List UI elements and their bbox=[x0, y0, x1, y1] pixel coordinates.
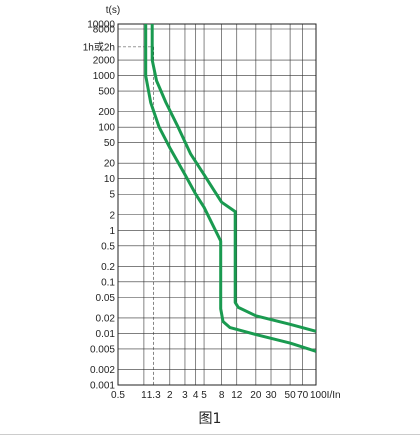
x-tick-label: 4 bbox=[193, 390, 199, 400]
x-tick-label: 1 bbox=[141, 390, 147, 400]
x-tick-label: 0.5 bbox=[111, 390, 125, 400]
y-tick-label: 5 bbox=[109, 190, 115, 201]
x-tick-label: 100I/In bbox=[310, 390, 341, 400]
y-tick-label: 10000 bbox=[87, 20, 115, 31]
y-tick-label: 2000 bbox=[93, 56, 116, 67]
x-tick-label: 3 bbox=[182, 390, 188, 400]
reference-lines bbox=[118, 46, 155, 385]
bottom-divider bbox=[0, 434, 420, 435]
time-current-curve-chart: 1000080001h或2h20001000500200100502010521… bbox=[83, 5, 341, 400]
x-tick-label: 1.3 bbox=[147, 390, 161, 400]
plot-frame bbox=[117, 23, 317, 386]
plot-border bbox=[117, 23, 317, 386]
x-tick-label: 2 bbox=[167, 390, 173, 400]
x-tick-labels: 0.5 1 1.3 2 3 4 5 8 12 20 30 50 70 100I/In bbox=[111, 390, 341, 400]
x-tick-label: 50 bbox=[285, 390, 297, 400]
y-tick-label: 0.001 bbox=[90, 381, 115, 392]
y-tick-label: 200 bbox=[98, 107, 115, 118]
y-tick-label: 0.5 bbox=[101, 241, 115, 252]
y-tick-label: 20 bbox=[104, 159, 116, 170]
y-tick-label: 100 bbox=[98, 123, 115, 134]
lower-trip-curve bbox=[144, 24, 316, 353]
y-tick-label: 0.05 bbox=[96, 293, 116, 304]
y-tick-label: 2 bbox=[109, 210, 115, 221]
grid bbox=[117, 23, 317, 386]
y-tick-label: 1 bbox=[109, 226, 115, 237]
x-tick-label: 12 bbox=[231, 390, 243, 400]
x-tick-label: 5 bbox=[201, 390, 207, 400]
upper-trip-curve bbox=[150, 24, 316, 333]
curves bbox=[144, 24, 316, 353]
y-tick-label: 1h或2h bbox=[83, 41, 115, 53]
x-tick-label: 30 bbox=[265, 390, 277, 400]
x-tick-label: 8 bbox=[219, 390, 225, 400]
y-tick-label: 0.01 bbox=[96, 329, 116, 340]
y-tick-label: 0.02 bbox=[96, 313, 116, 324]
y-tick-label: 0.002 bbox=[90, 365, 115, 376]
y-tick-label: 1000 bbox=[93, 71, 116, 82]
y-tick-label: 0.2 bbox=[101, 262, 115, 273]
x-tick-label: 70 bbox=[297, 390, 309, 400]
y-tick-label: 50 bbox=[104, 138, 116, 149]
y-tick-label: 10 bbox=[104, 174, 116, 185]
figure-caption: 图1 bbox=[198, 411, 222, 427]
y-tick-label: 0.1 bbox=[101, 277, 115, 288]
y-tick-label: 8000 bbox=[93, 24, 116, 35]
x-tick-label: 20 bbox=[250, 390, 262, 400]
y-tick-label: 0.005 bbox=[90, 344, 115, 355]
y-tick-label: 500 bbox=[98, 87, 115, 98]
y-axis-label: t(s) bbox=[106, 5, 120, 16]
